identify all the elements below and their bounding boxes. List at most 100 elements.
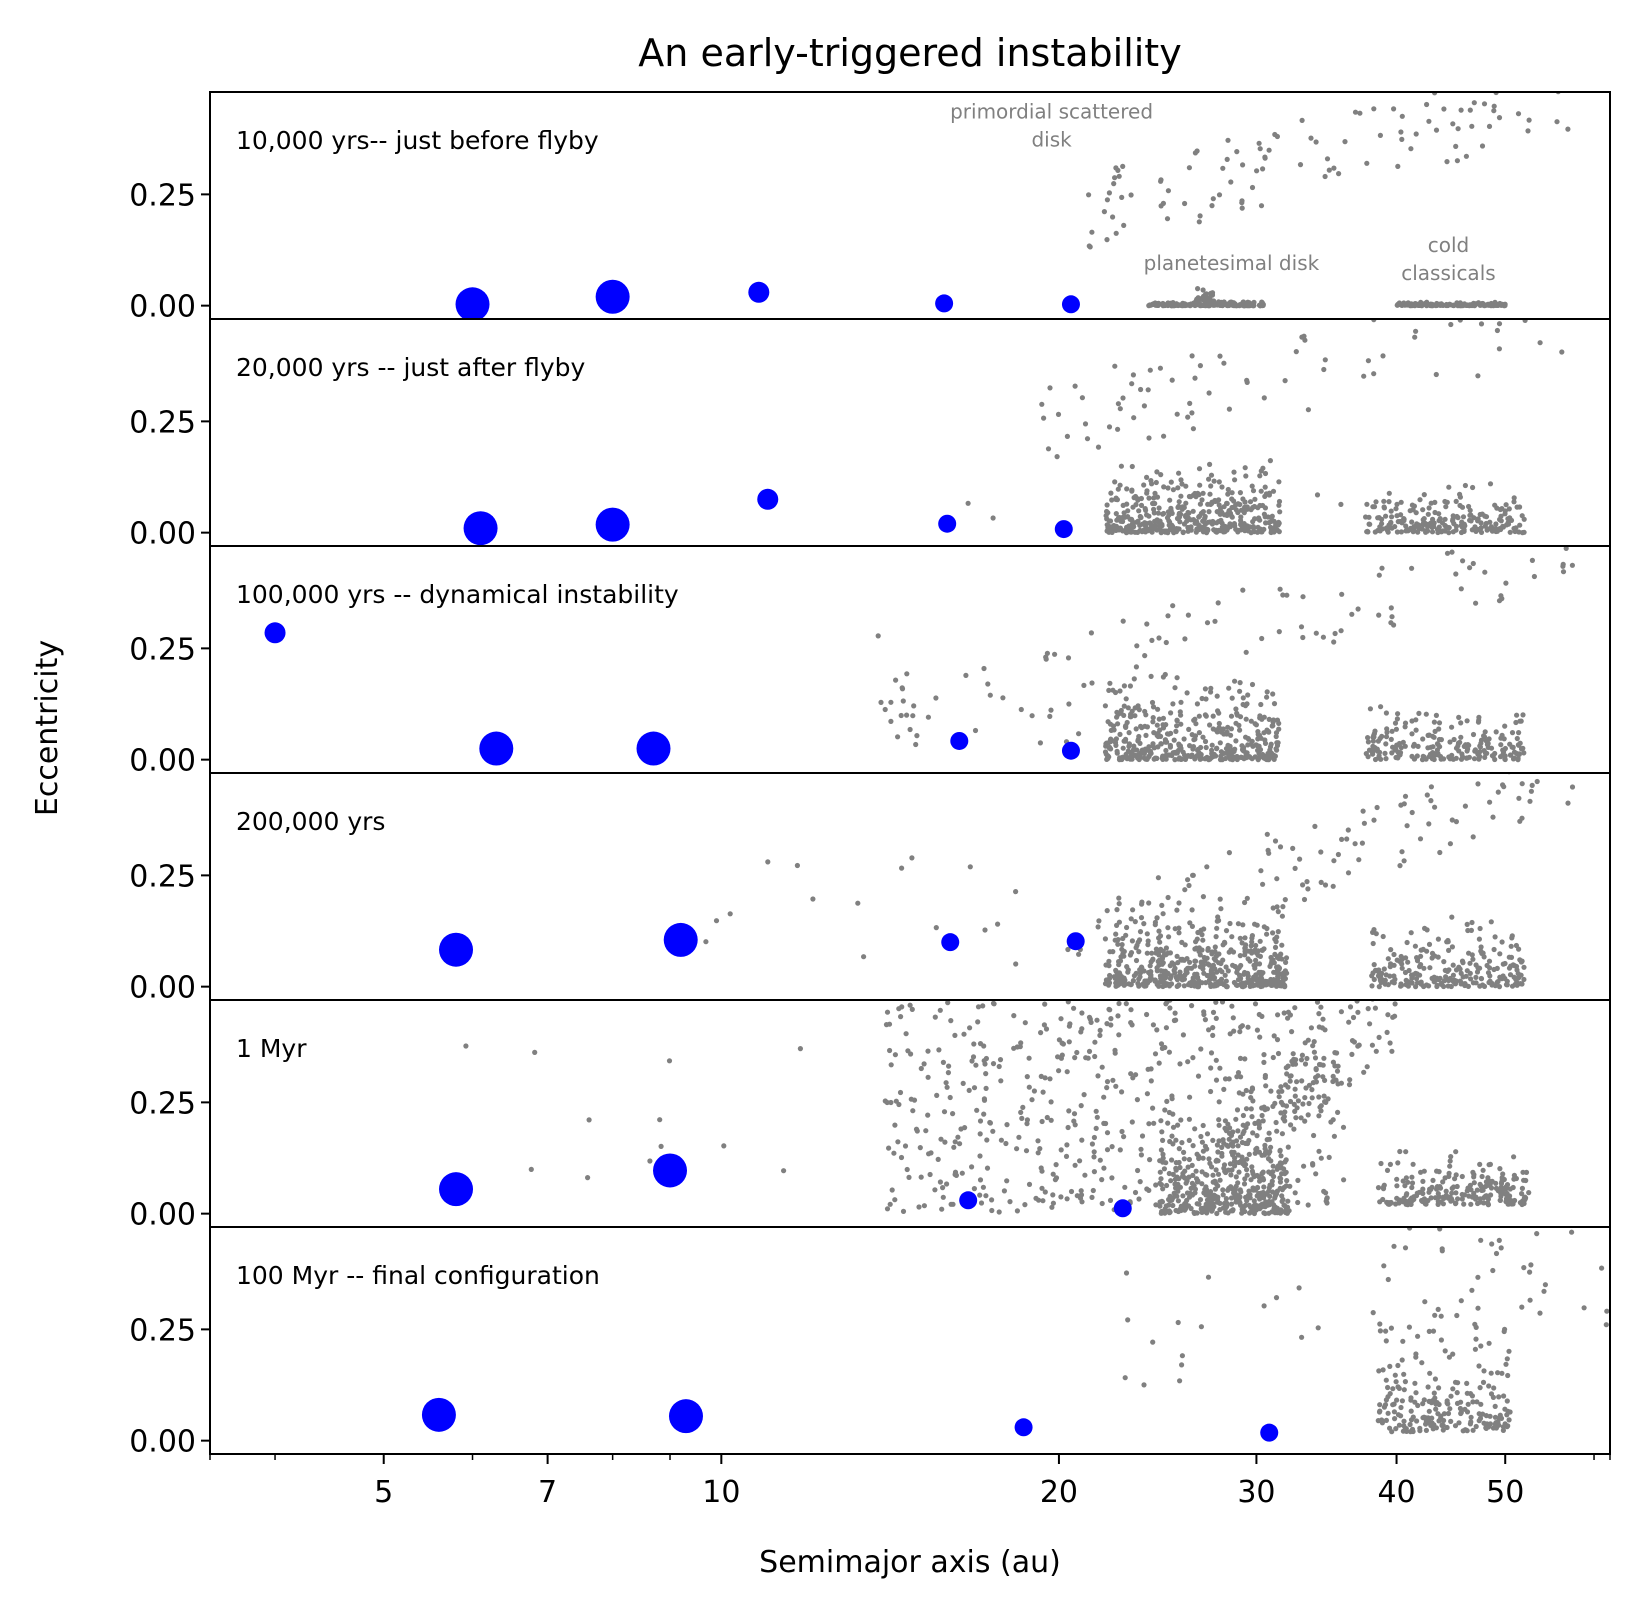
particle-point	[1426, 1408, 1432, 1414]
particle-point	[1125, 1317, 1131, 1323]
particle-point	[1485, 1201, 1491, 1208]
particle-point	[1240, 1130, 1246, 1137]
particle-point	[1141, 982, 1147, 988]
particle-point	[1534, 778, 1540, 785]
particle-point	[1221, 1140, 1227, 1146]
particle-point	[1044, 1114, 1050, 1121]
particle-point	[1488, 524, 1494, 530]
particle-point	[1249, 1114, 1255, 1120]
particle-point	[657, 1117, 663, 1123]
particle-point	[1202, 738, 1209, 745]
particle-point	[1405, 959, 1411, 965]
particle-point	[1491, 1385, 1497, 1391]
particle-point	[1139, 750, 1145, 756]
particle-point	[1453, 498, 1459, 504]
particle-point	[1376, 967, 1382, 973]
particle-point	[1213, 1077, 1220, 1083]
particle-point	[1436, 1194, 1442, 1200]
particle-point	[1387, 973, 1393, 979]
particle-point	[1473, 1336, 1479, 1342]
particle-point	[889, 1187, 895, 1193]
particle-point	[1214, 918, 1220, 924]
particle-point	[1163, 738, 1169, 744]
particle-point	[1257, 953, 1263, 960]
particle-point	[1153, 479, 1159, 486]
particle-point	[1014, 1208, 1021, 1214]
particle-point	[1217, 1200, 1223, 1206]
particle-point	[1541, 1288, 1547, 1294]
particle-point	[1204, 864, 1210, 870]
particle-point	[1319, 1025, 1325, 1031]
particle-group	[463, 1000, 1532, 1217]
particle-point	[1244, 895, 1250, 901]
particle-point	[963, 672, 969, 679]
particle-point	[1383, 1377, 1389, 1383]
particle-point	[1346, 1082, 1353, 1088]
particle-point	[1385, 1276, 1391, 1283]
particle-point	[1486, 965, 1493, 971]
particle-point	[1215, 1171, 1222, 1177]
particle-point	[1422, 1299, 1428, 1305]
particle-point	[1165, 485, 1171, 491]
particle-point	[1405, 983, 1411, 989]
particle-point	[887, 1201, 893, 1207]
particle-point	[1261, 924, 1267, 930]
particle-point	[1289, 1029, 1295, 1035]
particle-point	[1203, 1184, 1209, 1190]
particle-point	[1385, 1410, 1391, 1416]
y-tick-label: 0.25	[129, 405, 196, 440]
particle-point	[1492, 502, 1498, 508]
particle-point	[1265, 514, 1271, 520]
particle-point	[1458, 586, 1464, 592]
particle-point	[1238, 522, 1244, 528]
particle-point	[1504, 1398, 1510, 1404]
particle-point	[1237, 490, 1243, 496]
particle-point	[965, 500, 971, 506]
particle-point	[1208, 1050, 1215, 1056]
particle-point	[1166, 518, 1172, 524]
particle-point	[1477, 925, 1483, 932]
particle-point	[1180, 1032, 1186, 1038]
particle-point	[1228, 1172, 1234, 1178]
particle-point	[1441, 106, 1447, 112]
particle-point	[1237, 1029, 1243, 1035]
particle-point	[1199, 947, 1205, 953]
particle-point	[1097, 1157, 1103, 1163]
particle-point	[1225, 1121, 1231, 1127]
particle-point	[1248, 1209, 1254, 1215]
particle-point	[1165, 894, 1171, 901]
particle-point	[1414, 1418, 1420, 1424]
particle-point	[1529, 557, 1535, 564]
particle-point	[1431, 734, 1437, 740]
particle-point	[1022, 1020, 1028, 1026]
particle-point	[1228, 732, 1234, 738]
particle-point	[1259, 947, 1265, 953]
particle-point	[1281, 1114, 1287, 1120]
particle-point	[1499, 1176, 1505, 1182]
particle-point	[1385, 982, 1391, 988]
particle-point	[1138, 1146, 1144, 1152]
particle-point	[1421, 516, 1427, 522]
particle-point	[925, 1048, 931, 1054]
particle-point	[1412, 1399, 1418, 1405]
particle-point	[1226, 1136, 1232, 1142]
particle-point	[1189, 923, 1195, 930]
particle-point	[1242, 1176, 1248, 1182]
planet-3	[636, 731, 671, 766]
particle-point	[1292, 1086, 1298, 1092]
particle-point	[794, 862, 801, 869]
particle-point	[1379, 565, 1385, 571]
particle-point	[1326, 1154, 1332, 1160]
particle-point	[1240, 587, 1246, 593]
particle-point	[884, 1099, 890, 1106]
particle-point	[1242, 1208, 1248, 1215]
y-tick-label: 0.25	[129, 632, 196, 667]
particle-point	[1250, 488, 1257, 494]
particle-point	[1302, 1061, 1309, 1067]
particle-point	[1231, 521, 1237, 527]
particle-point	[1208, 755, 1214, 761]
particle-point	[921, 1203, 928, 1209]
particle-point	[1492, 750, 1498, 757]
particle-point	[1270, 1054, 1276, 1061]
particle-point	[1072, 383, 1078, 389]
